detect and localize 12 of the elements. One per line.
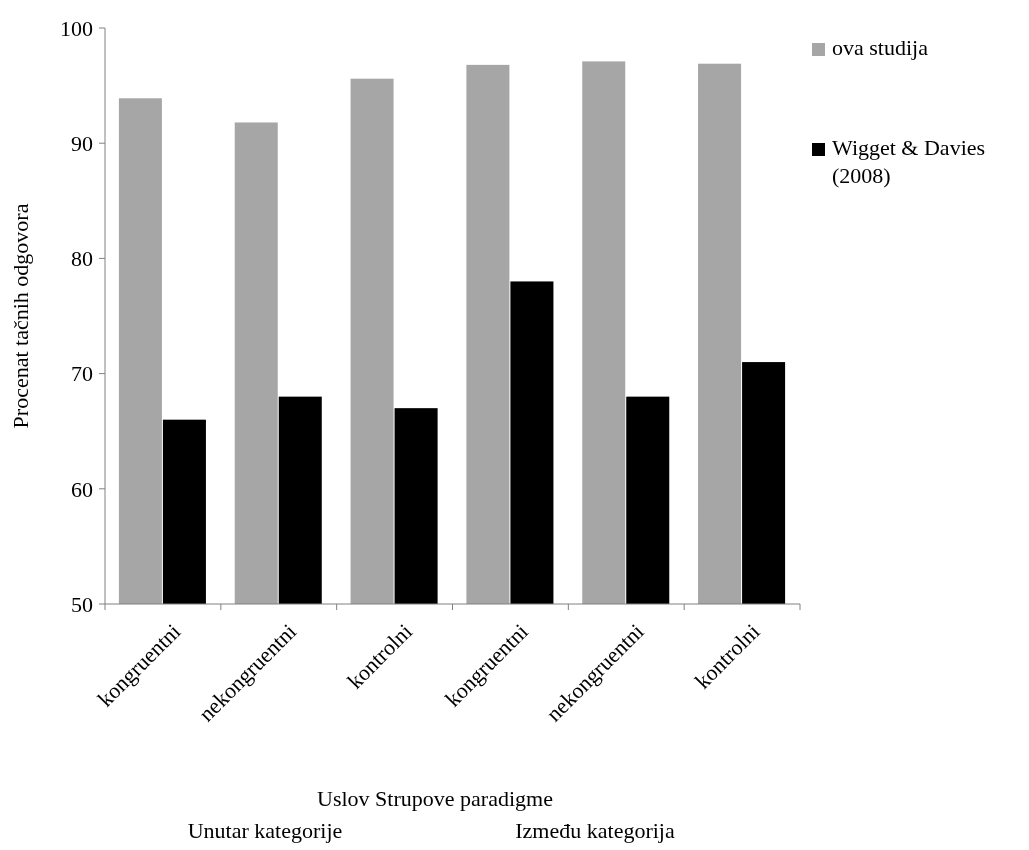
text: Između kategorija — [515, 818, 675, 843]
legend-label: ova studija — [832, 35, 929, 60]
y-axis-title: Procenat tačnih odgovora — [8, 203, 33, 429]
y-tick-label: 50 — [71, 591, 93, 617]
y-tick-label: 100 — [60, 15, 93, 41]
legend-label: Wigget & Davies (2008) — [832, 135, 986, 188]
y-tick-label: 70 — [71, 361, 93, 387]
y-tick-label: 80 — [71, 246, 93, 272]
text: Unutar kategorije — [187, 818, 343, 843]
y-tick-label: 60 — [71, 476, 93, 502]
x-axis-title: Uslov Strupove paradigme — [317, 786, 553, 811]
y-tick-label: 90 — [71, 130, 93, 156]
